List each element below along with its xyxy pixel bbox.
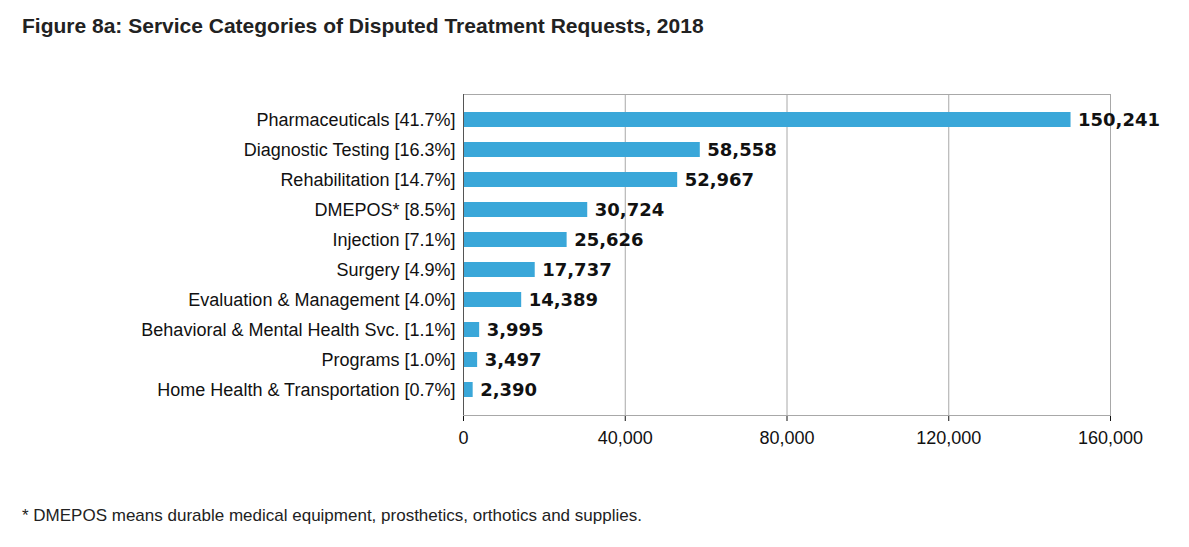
svg-text:Injection [7.1%]: Injection [7.1%] (332, 230, 455, 250)
svg-text:2,390: 2,390 (480, 379, 537, 400)
svg-text:160,000: 160,000 (1078, 428, 1143, 448)
svg-text:3,995: 3,995 (487, 319, 544, 340)
svg-text:Pharmaceuticals [41.7%]: Pharmaceuticals [41.7%] (256, 110, 455, 130)
svg-text:150,241: 150,241 (1078, 109, 1160, 130)
svg-text:40,000: 40,000 (598, 428, 653, 448)
html-text:Figure 8a: Service Categories: Figure 8a: Service Categories of Dispute… (22, 14, 704, 37)
html-text:* DMEPOS means durable medical: * DMEPOS means durable medical equipment… (22, 506, 642, 525)
svg-text:Programs [1.0%]: Programs [1.0%] (321, 350, 455, 370)
svg-text:25,626: 25,626 (574, 229, 643, 250)
svg-text:3,497: 3,497 (485, 349, 542, 370)
svg-text:17,737: 17,737 (542, 259, 611, 280)
svg-text:Diagnostic Testing [16.3%]: Diagnostic Testing [16.3%] (244, 140, 456, 160)
svg-text:Rehabilitation [14.7%]: Rehabilitation [14.7%] (280, 170, 455, 190)
svg-text:Evaluation & Management [4.0%]: Evaluation & Management [4.0%] (188, 290, 455, 310)
svg-text:52,967: 52,967 (685, 169, 754, 190)
svg-text:0: 0 (458, 428, 468, 448)
svg-text:58,558: 58,558 (707, 139, 776, 160)
svg-text:14,389: 14,389 (529, 289, 598, 310)
svg-text:Surgery [4.9%]: Surgery [4.9%] (336, 260, 455, 280)
svg-text:Behavioral & Mental Health Svc: Behavioral & Mental Health Svc. [1.1%] (141, 320, 455, 340)
svg-text:80,000: 80,000 (759, 428, 814, 448)
svg-text:Home Health & Transportation [: Home Health & Transportation [0.7%] (157, 380, 455, 400)
svg-text:30,724: 30,724 (595, 199, 664, 220)
svg-text:DMEPOS* [8.5%]: DMEPOS* [8.5%] (314, 200, 455, 220)
svg-text:120,000: 120,000 (916, 428, 981, 448)
